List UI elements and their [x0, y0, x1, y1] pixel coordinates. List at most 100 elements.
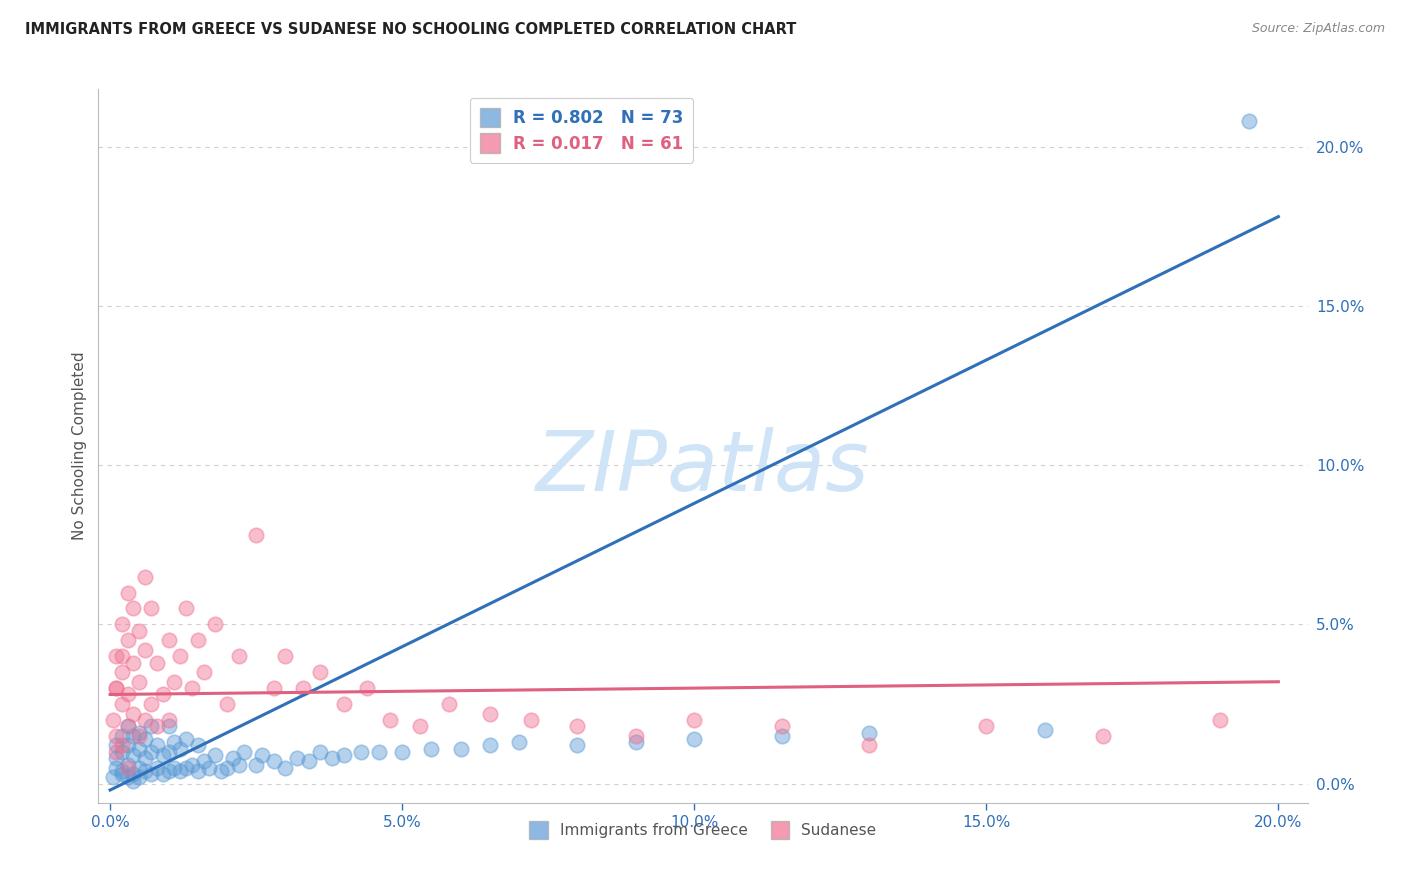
Point — [974, 719, 997, 733]
Point — [134, 751, 156, 765]
Point — [1209, 713, 1232, 727]
Point — [128, 624, 150, 638]
Point — [174, 732, 197, 747]
Point — [122, 773, 145, 788]
Point — [122, 601, 145, 615]
Point — [128, 761, 150, 775]
Point — [228, 649, 250, 664]
Point — [139, 745, 162, 759]
Point — [117, 770, 139, 784]
Point — [104, 729, 127, 743]
Point — [309, 745, 332, 759]
Point — [134, 764, 156, 778]
Legend: Immigrants from Greece, Sudanese: Immigrants from Greece, Sudanese — [523, 815, 883, 845]
Point — [152, 747, 174, 762]
Point — [274, 761, 297, 775]
Point — [332, 697, 354, 711]
Point — [437, 697, 460, 711]
Point — [139, 697, 162, 711]
Point — [139, 767, 162, 781]
Point — [245, 528, 267, 542]
Point — [263, 681, 285, 695]
Point — [163, 761, 186, 775]
Point — [519, 713, 541, 727]
Point — [1033, 723, 1056, 737]
Point — [139, 601, 162, 615]
Point — [169, 764, 191, 778]
Text: Source: ZipAtlas.com: Source: ZipAtlas.com — [1251, 22, 1385, 36]
Point — [624, 729, 647, 743]
Point — [111, 649, 134, 664]
Point — [567, 719, 589, 733]
Point — [152, 767, 174, 781]
Point — [146, 719, 169, 733]
Point — [128, 674, 150, 689]
Point — [1092, 729, 1115, 743]
Point — [380, 713, 402, 727]
Point — [683, 713, 706, 727]
Point — [508, 735, 530, 749]
Point — [111, 739, 134, 753]
Point — [858, 739, 880, 753]
Point — [291, 681, 314, 695]
Point — [163, 735, 186, 749]
Point — [111, 697, 134, 711]
Point — [245, 757, 267, 772]
Point — [770, 719, 793, 733]
Point — [128, 729, 150, 743]
Point — [111, 764, 134, 778]
Point — [263, 755, 285, 769]
Point — [233, 745, 256, 759]
Point — [187, 633, 209, 648]
Point — [117, 585, 139, 599]
Point — [187, 739, 209, 753]
Point — [134, 569, 156, 583]
Point — [134, 643, 156, 657]
Point — [146, 761, 169, 775]
Point — [117, 739, 139, 753]
Point — [478, 706, 501, 721]
Point — [356, 681, 378, 695]
Point — [332, 747, 354, 762]
Point — [180, 757, 202, 772]
Point — [104, 751, 127, 765]
Point — [117, 633, 139, 648]
Point — [180, 681, 202, 695]
Point — [122, 729, 145, 743]
Point — [350, 745, 373, 759]
Point — [274, 649, 297, 664]
Point — [122, 767, 145, 781]
Point — [104, 681, 127, 695]
Point — [187, 764, 209, 778]
Point — [209, 764, 232, 778]
Point — [117, 719, 139, 733]
Point — [146, 739, 169, 753]
Point — [321, 751, 343, 765]
Point — [770, 729, 793, 743]
Point — [122, 656, 145, 670]
Point — [117, 688, 139, 702]
Point — [111, 729, 134, 743]
Point — [128, 741, 150, 756]
Point — [163, 674, 186, 689]
Point — [104, 739, 127, 753]
Point — [309, 665, 332, 680]
Point — [134, 732, 156, 747]
Point — [104, 649, 127, 664]
Point — [391, 745, 413, 759]
Point — [169, 741, 191, 756]
Point — [117, 719, 139, 733]
Point — [169, 649, 191, 664]
Point — [101, 713, 124, 727]
Point — [157, 719, 180, 733]
Point — [128, 770, 150, 784]
Point — [174, 761, 197, 775]
Point — [567, 739, 589, 753]
Point — [104, 745, 127, 759]
Point — [624, 735, 647, 749]
Point — [222, 751, 245, 765]
Point — [146, 656, 169, 670]
Point — [228, 757, 250, 772]
Point — [409, 719, 432, 733]
Point — [104, 761, 127, 775]
